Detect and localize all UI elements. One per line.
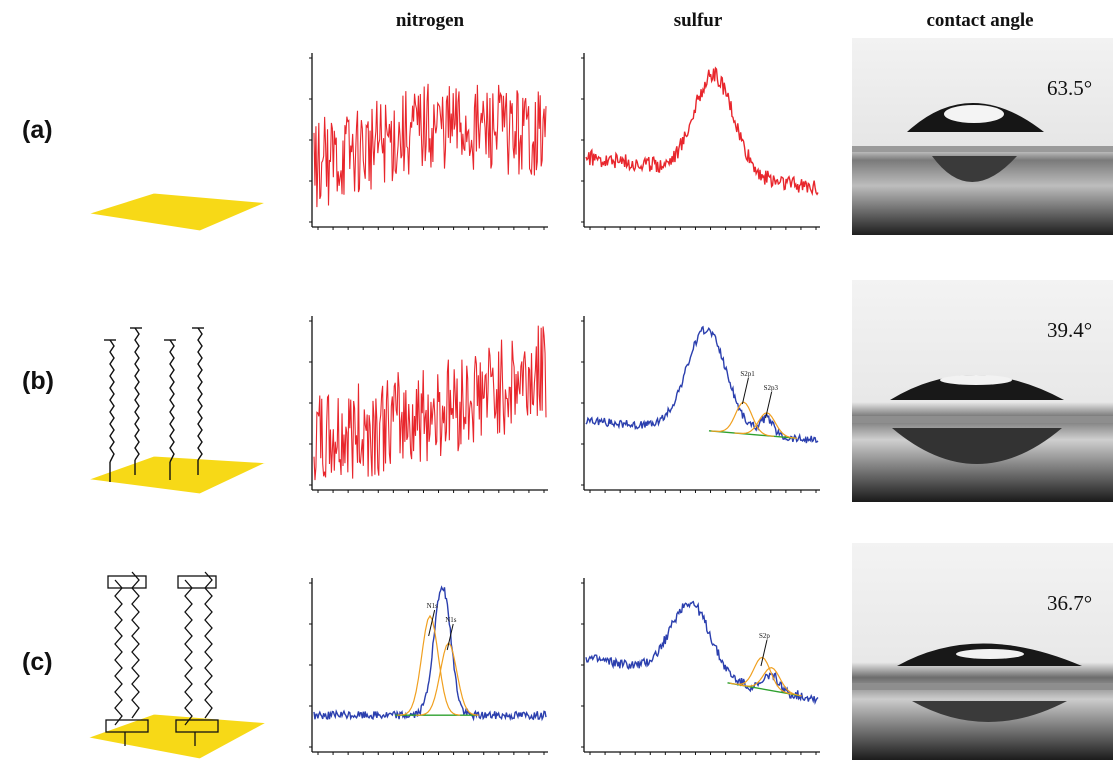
- annotation-leader: [428, 609, 436, 637]
- spectrum-trace: [585, 325, 819, 444]
- header-sulfur: sulfur: [673, 10, 723, 31]
- contact-angle-value-b: 39.4°: [1047, 318, 1093, 342]
- gold-substrate: [78, 711, 276, 760]
- contact-angle-photo-b: 39.4°: [852, 280, 1113, 502]
- annotation-leader: [741, 377, 749, 405]
- spectrum-b-sulfur: S2p1 S2p3: [581, 316, 820, 493]
- spectrum-a-nitrogen: [309, 53, 548, 230]
- droplet-reflection: [892, 428, 1062, 464]
- spectrum-c-nitrogen: N1s N1s: [309, 578, 548, 755]
- alkanethiol-chains: [104, 327, 204, 482]
- header-nitrogen: nitrogen: [395, 10, 465, 31]
- annotation-label: S2p1: [740, 370, 755, 378]
- spectrum-c-sulfur: S2p: [581, 578, 820, 755]
- annotation-label: N1s: [427, 602, 439, 610]
- contact-angle-value-a: 63.5°: [1047, 76, 1093, 100]
- fit-component: [739, 667, 802, 697]
- header-contact-angle: contact angle: [926, 10, 1034, 31]
- bilayer-chains: [105, 571, 219, 746]
- annotation-leader: [760, 639, 768, 667]
- sample-a-illustration: [83, 190, 271, 234]
- fit-component: [397, 614, 461, 716]
- droplet-highlight: [940, 375, 1012, 385]
- annotation-label: S2p: [759, 632, 770, 640]
- contact-angle-value-c: 36.7°: [1047, 591, 1093, 615]
- droplet: [890, 375, 1064, 400]
- droplet-highlight: [944, 105, 1004, 123]
- sample-c-illustration: [78, 571, 276, 760]
- gold-substrate: [83, 190, 271, 234]
- fit-component: [416, 642, 479, 716]
- spectrum-trace: [585, 600, 819, 705]
- contact-angle-photo-a: 63.5°: [852, 38, 1113, 235]
- fit-component: [729, 656, 793, 695]
- spectrum-trace: [585, 66, 819, 197]
- contact-angle-photo-c: 36.7°: [852, 543, 1113, 760]
- spectrum-a-sulfur: [581, 53, 820, 230]
- spectrum-trace: [313, 325, 547, 481]
- row-label-b: (b): [22, 367, 54, 395]
- spectrum-trace: [313, 585, 547, 722]
- annotation-label: S2p3: [764, 384, 779, 392]
- annotation-leader: [765, 391, 773, 419]
- droplet-reflection: [912, 701, 1067, 722]
- photo-background: [852, 38, 1113, 235]
- annotation-label: N1s: [445, 616, 457, 624]
- row-label-c: (c): [22, 648, 53, 676]
- spectrum-b-nitrogen: [309, 316, 548, 493]
- spectrum-trace: [313, 83, 547, 208]
- fit-component: [734, 412, 798, 439]
- sample-b-illustration: [83, 327, 271, 497]
- droplet-reflection: [932, 156, 1017, 182]
- row-label-a: (a): [22, 116, 53, 144]
- gold-substrate: [83, 453, 271, 497]
- annotation-leader: [446, 623, 454, 651]
- droplet-highlight: [956, 649, 1024, 659]
- fit-background: [708, 430, 795, 439]
